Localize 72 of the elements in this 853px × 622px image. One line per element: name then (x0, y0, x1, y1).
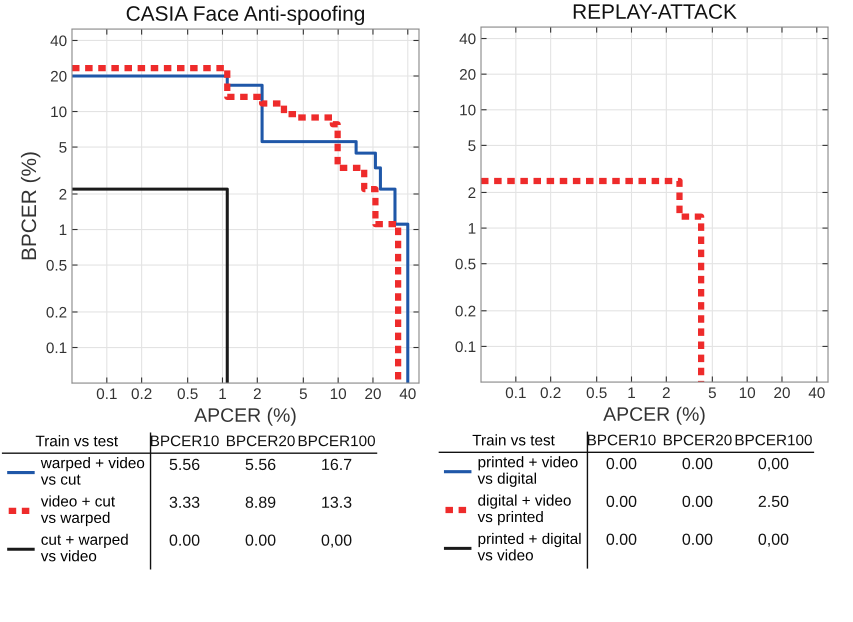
y-tick-label: 1 (60, 224, 66, 236)
y-tick-label: 40 (50, 35, 67, 46)
y-tick-label: 0.1 (46, 342, 66, 354)
text: 0.00 (246, 534, 276, 546)
x-tick-label: 10 (740, 387, 756, 398)
chart-title: CASIA Face Anti-spoofing (126, 6, 364, 26)
x-tick-label: 2 (662, 387, 670, 398)
legend-label: video + cut vs warped (40, 495, 115, 526)
y-tick-label: 1 (468, 223, 476, 234)
legend-label: printed + video vs digital (478, 456, 578, 487)
text: BPCER10 (150, 435, 219, 446)
x-tick-label: 0.2 (540, 387, 560, 398)
x-tick-label: 1 (628, 387, 635, 398)
chart-title: REPLAY-ATTACK (574, 4, 737, 19)
text: BPCER20 (664, 434, 732, 446)
x-axis-title: APCER (%) (603, 406, 705, 425)
text: 0.00 (682, 534, 712, 545)
y-tick-label: 0.2 (456, 306, 476, 316)
y-axis-title: BPCER (%) (20, 152, 40, 260)
x-tick-label: 0.2 (132, 388, 152, 400)
text: 0.00 (606, 496, 636, 508)
x-tick-label: 2 (254, 388, 261, 399)
y-tick-label: 0.2 (46, 306, 66, 318)
text: 0.00 (682, 458, 712, 470)
legend-title: Train vs test (472, 434, 555, 446)
text: 0,00 (758, 534, 788, 547)
y-tick-label: 20 (50, 70, 67, 82)
x-tick-label: 0.1 (96, 388, 117, 400)
x-tick-label: 20 (365, 388, 381, 400)
x-tick-label: 0.5 (586, 387, 607, 398)
text: 16.7 (322, 458, 352, 470)
y-tick-label: 5 (468, 140, 476, 152)
legend-label: printed + digital vs video (478, 532, 581, 561)
text: 5.56 (170, 458, 200, 470)
x-tick-label: 20 (774, 387, 790, 398)
x-tick-label: 0.5 (178, 388, 198, 400)
text: BPCER20 (226, 435, 295, 446)
y-tick-label: 10 (460, 104, 476, 116)
y-tick-label: 10 (51, 106, 67, 118)
x-tick-label: 5 (300, 388, 307, 400)
legend-label: cut + warped vs video (40, 534, 128, 562)
text: 0.00 (682, 496, 712, 508)
y-tick-label: 0.5 (456, 258, 476, 270)
text: 0,00 (322, 534, 352, 548)
legend-label: digital + video vs printed (478, 494, 571, 526)
text: 0.00 (170, 534, 200, 546)
text: BPCER100 (736, 434, 812, 446)
text: 3.33 (170, 496, 200, 508)
text: 8.89 (246, 496, 276, 508)
text: 0,00 (758, 458, 788, 472)
text: 5.56 (246, 458, 276, 470)
text: 0.00 (606, 534, 636, 545)
y-tick-label: 20 (460, 69, 476, 80)
x-tick-label: 40 (808, 387, 825, 398)
y-tick-label: 2 (468, 187, 476, 198)
text: 0.00 (606, 458, 636, 470)
x-tick-label: 40 (400, 388, 416, 400)
x-tick-label: 5 (708, 387, 716, 398)
x-tick-label: 10 (330, 388, 346, 400)
x-tick-label: 0.1 (506, 387, 526, 398)
y-tick-label: 0.1 (456, 341, 476, 352)
text: BPCER10 (588, 434, 656, 446)
x-tick-label: 1 (219, 388, 226, 399)
text: BPCER100 (298, 435, 376, 446)
x-axis-title: APCER (%) (194, 408, 296, 426)
text: 2.50 (758, 496, 788, 508)
y-tick-label: 5 (59, 142, 66, 153)
y-tick-label: 0.5 (46, 260, 66, 271)
text: 13.3 (322, 496, 352, 508)
legend-title: Train vs test (36, 435, 118, 446)
y-tick-label: 2 (59, 188, 66, 200)
y-tick-label: 40 (460, 33, 476, 44)
